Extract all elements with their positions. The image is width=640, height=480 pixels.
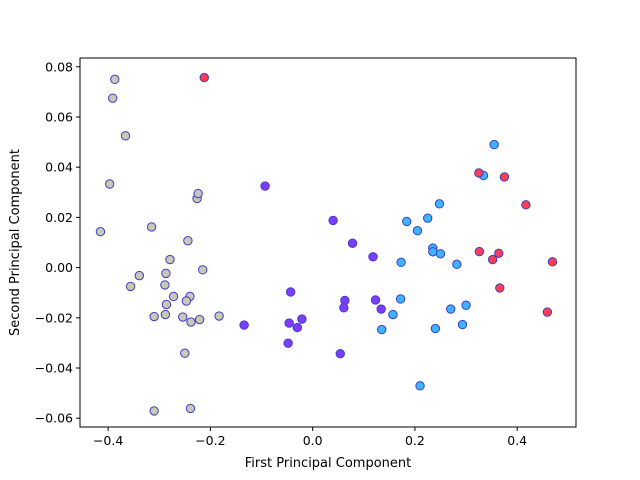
scatter-point-3-1: [474, 168, 484, 178]
scatter-point-1-14: [376, 304, 386, 314]
y-tick-label: −0.06: [35, 411, 73, 426]
scatter-point-0-15: [168, 291, 179, 302]
y-tick-label: 0.08: [45, 59, 73, 74]
scatter-point-3-4: [474, 246, 485, 257]
scatter-point-0-24: [214, 311, 224, 321]
x-tick-label: 0.4: [507, 433, 527, 448]
scatter-point-0-0: [110, 74, 120, 85]
scatter-point-3-6: [487, 254, 498, 265]
scatter-point-3-0: [199, 72, 209, 83]
points-layer: [95, 72, 558, 416]
scatter-point-2-8: [435, 249, 446, 259]
scatter-point-3-8: [495, 283, 505, 293]
x-tick-label: −0.2: [195, 433, 225, 448]
scatter-point-1-5: [297, 314, 307, 324]
scatter-point-0-17: [181, 296, 192, 306]
scatter-point-2-13: [376, 324, 387, 335]
scatter-point-0-5: [146, 222, 157, 232]
x-tick-label: 0.0: [303, 433, 323, 448]
scatter-point-0-1: [108, 93, 118, 103]
scatter-point-0-4: [95, 227, 106, 237]
scatter-point-0-23: [194, 314, 205, 325]
scatter-point-0-22: [186, 317, 196, 327]
scatter-point-0-27: [185, 403, 196, 414]
scatter-point-0-9: [165, 254, 175, 265]
y-axis-label: Second Principal Component: [8, 149, 23, 336]
scatter-point-2-12: [388, 309, 398, 320]
scatter-point-2-0: [489, 139, 499, 150]
scatter-point-0-25: [180, 348, 190, 358]
scatter-point-2-16: [430, 323, 441, 334]
scatter-point-2-11: [395, 294, 406, 304]
scatter-point-0-6: [183, 236, 193, 246]
scatter-point-2-5: [412, 226, 423, 236]
y-tick-label: −0.04: [35, 361, 73, 376]
y-tick-label: 0.02: [45, 210, 73, 225]
scatter-point-2-17: [457, 319, 468, 330]
scatter-point-0-2: [120, 131, 131, 141]
scatter-point-2-2: [434, 199, 445, 209]
scatter-point-1-0: [260, 181, 270, 191]
scatter-point-2-7: [428, 247, 438, 257]
scatter-point-0-3: [104, 179, 115, 189]
scatter-point-3-7: [547, 257, 558, 267]
scatter-point-0-8: [193, 188, 203, 199]
scatter-point-1-6: [283, 338, 293, 348]
scatter-point-1-10: [339, 303, 349, 313]
scatter-point-1-12: [368, 252, 378, 262]
scatter-point-0-10: [198, 265, 208, 275]
scatter-point-0-26: [149, 406, 159, 416]
scatter-point-2-15: [446, 304, 456, 314]
scatter-point-3-2: [499, 172, 510, 182]
y-tick-label: 0.04: [45, 160, 73, 175]
scatter-point-2-10: [452, 259, 462, 270]
scatter-point-0-13: [125, 281, 136, 292]
scatter-point-1-11: [335, 349, 345, 359]
y-tick-label: 0.06: [45, 109, 73, 124]
scatter-point-0-20: [160, 309, 171, 320]
x-axis-label: First Principal Component: [245, 456, 412, 471]
y-tick-label: 0.00: [45, 260, 73, 275]
scatter-point-3-3: [521, 200, 531, 210]
scatter-point-0-18: [161, 299, 172, 310]
scatter-point-3-5: [494, 248, 504, 258]
scatter-point-0-14: [160, 280, 170, 290]
axes-frame: [79, 57, 577, 428]
x-tick-label: 0.2: [405, 433, 425, 448]
scatter-point-0-11: [161, 268, 171, 279]
scatter-point-0-12: [134, 270, 145, 281]
scatter-point-2-3: [423, 213, 433, 223]
scatter-point-2-14: [461, 300, 471, 310]
x-axis-ticks: −0.4 −0.2 0.0 0.2 0.4: [93, 427, 527, 448]
scatter-point-3-9: [542, 307, 553, 317]
scatter-point-2-4: [402, 216, 412, 227]
scatter-point-1-7: [328, 215, 338, 226]
scatter-point-0-19: [149, 311, 159, 322]
y-axis-ticks: −0.06 −0.04 −0.02 0.00 0.02 0.04 0.06 0.08: [35, 59, 80, 426]
scatter-point-1-3: [284, 318, 294, 328]
x-tick-label: −0.4: [93, 433, 123, 448]
scatter-point-2-9: [396, 257, 406, 268]
scatter-point-1-8: [347, 238, 358, 248]
scatter-point-1-13: [370, 295, 381, 305]
scatter-point-0-21: [178, 312, 188, 322]
scatter-point-1-2: [285, 287, 296, 297]
scatter-point-1-1: [239, 320, 249, 330]
y-tick-label: −0.02: [35, 310, 73, 325]
scatter-point-2-18: [415, 381, 425, 391]
scatter-point-1-4: [292, 322, 303, 333]
